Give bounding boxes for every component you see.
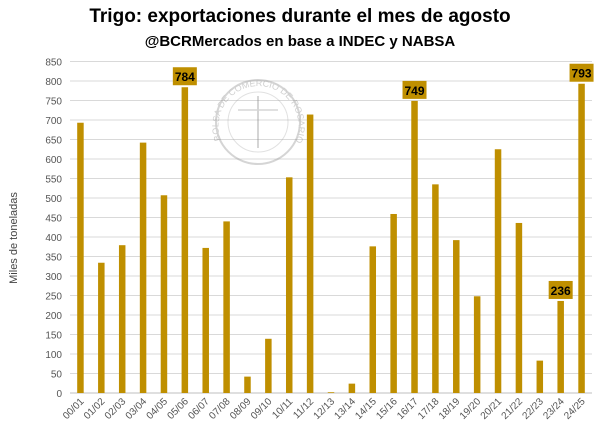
y-tick-label: 750 [45,97,62,108]
y-tick-label: 850 [45,58,62,69]
data-label-box [548,280,573,299]
x-tick-label: 14/15 [353,396,379,422]
data-label: 236 [551,284,571,298]
watermark-seal: BOLSA DE COMERCIO DE ROSARIO [210,78,307,165]
bar [494,149,502,393]
x-tick-label: 12/13 [312,396,338,422]
x-tick-label: 02/03 [103,396,129,422]
x-tick-label: 06/07 [186,396,212,422]
y-tick-label: 250 [45,292,62,303]
x-tick-label: 16/17 [395,396,421,422]
y-tick-label: 800 [45,77,62,88]
data-label-box [569,63,594,82]
x-tick-label: 15/16 [374,396,400,422]
bar [515,222,523,393]
x-tick-label: 04/05 [145,396,171,422]
x-tick-label: 08/09 [228,396,254,422]
x-tick-label: 03/04 [124,396,150,422]
y-tick-label: 50 [51,370,63,381]
bar [98,262,105,393]
y-axis-label: Miles de toneladas [8,192,20,284]
x-tick-label: 23/24 [541,396,567,422]
x-tick-label: 00/01 [61,396,87,422]
x-tick-label: 19/20 [458,396,484,422]
bar [202,247,209,393]
y-tick-label: 350 [45,253,62,264]
x-tick-label: 22/23 [520,396,546,422]
data-label: 784 [175,70,195,84]
y-tick-label: 500 [45,194,62,205]
y-tick-label: 150 [45,331,62,342]
y-tick-label: 550 [45,175,62,186]
y-tick-label: 100 [45,350,62,361]
y-tick-label: 650 [45,136,62,147]
bar [411,100,418,393]
x-tick-label: 18/19 [437,396,463,422]
y-tick-label: 300 [45,272,62,283]
x-tick-label: 13/14 [333,396,359,422]
bar [160,195,168,393]
x-tick-label: 05/06 [165,396,191,422]
x-tick-label: 01/02 [82,396,108,422]
y-tick-label: 0 [56,389,62,400]
y-tick-label: 400 [45,233,62,244]
bar [181,87,189,394]
bar [536,360,544,393]
bar [327,392,335,393]
bar [390,213,397,393]
chart-title: Trigo: exportaciones durante el mes de a… [89,6,511,27]
x-tick-label: 24/25 [562,396,588,422]
x-tick-label: 09/10 [249,396,275,422]
bar [348,383,356,393]
bar [306,114,314,393]
y-tick-label: 200 [45,311,62,322]
bar [265,338,272,393]
bar [77,122,84,393]
data-label: 749 [405,84,425,98]
bar [369,246,377,393]
data-label: 793 [572,67,592,81]
bar [473,296,481,393]
bar [432,184,439,393]
bar [139,142,147,393]
x-tick-label: 11/12 [291,396,316,421]
x-tick-label: 10/11 [270,396,295,421]
x-tick-label: 17/18 [416,396,442,422]
bar [453,240,460,393]
bar [118,245,126,393]
y-tick-label: 700 [45,116,62,127]
y-tick-label: 600 [45,155,62,166]
y-tick-label: 450 [45,214,62,225]
bar [223,221,230,393]
data-label-box [402,80,427,99]
bar [285,177,293,393]
chart-subtitle: @BCRMercados en base a INDEC y NABSA [144,33,456,50]
x-tick-label: 20/21 [479,396,505,422]
bar [557,300,564,393]
bar [578,83,585,393]
data-label-box [172,67,197,86]
x-tick-label: 07/08 [207,396,233,422]
bar [244,376,251,393]
x-tick-label: 21/22 [500,396,526,422]
